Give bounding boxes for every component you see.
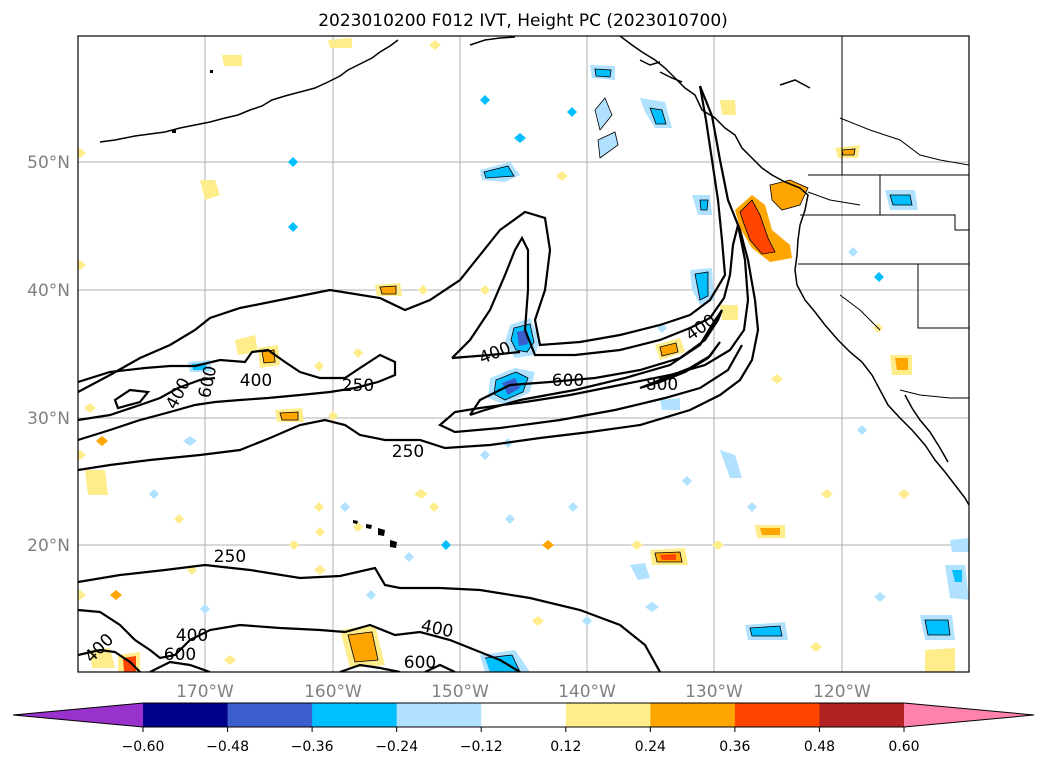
colorbar-tick-label: −0.24 [375, 739, 418, 755]
contour-label: 600 [404, 653, 436, 673]
contour-label: 600 [552, 371, 584, 391]
colorbar-segment [143, 703, 229, 727]
colorbar-segment [481, 703, 567, 727]
latitude-labels: 50°N 40°N 30°N 20°N [27, 153, 70, 556]
colorbar-extend-high [904, 703, 1034, 727]
contour-label: 600 [164, 645, 196, 665]
lon-label-170w: 170°W [176, 682, 234, 702]
contour-label: 800 [646, 375, 678, 395]
colorbar-tick-label: −0.12 [460, 739, 503, 755]
map-content: 400 600 400 250 400 600 400 800 250 250 … [78, 36, 969, 673]
colorbar-tick-label: −0.60 [122, 739, 165, 755]
gridlines [78, 36, 969, 672]
colorbar-segment [650, 703, 736, 727]
colorbar-segment [565, 703, 651, 727]
colorbar-tick-label: 0.48 [804, 739, 835, 755]
contour-label: 400 [240, 371, 272, 391]
contour-label: 250 [214, 547, 246, 567]
lat-label-30n: 30°N [27, 409, 70, 429]
lon-label-150w: 150°W [431, 682, 489, 702]
lon-label-130w: 130°W [685, 682, 743, 702]
lon-label-140w: 140°W [558, 682, 616, 702]
colorbar-tick-label: 0.24 [635, 739, 666, 755]
lat-label-50n: 50°N [27, 153, 70, 173]
lon-label-120w: 120°W [813, 682, 871, 702]
colorbar-tick-label: −0.48 [206, 739, 249, 755]
lat-label-40n: 40°N [27, 281, 70, 301]
plot-frame [77, 35, 970, 673]
colorbar-tick-label: 0.36 [719, 739, 750, 755]
lon-label-160w: 160°W [304, 682, 362, 702]
colorbar: −0.60 −0.48 −0.36 −0.24 −0.12 0.12 0.24 0.36 0.4… [12, 702, 1035, 755]
colorbar-segment [312, 703, 398, 727]
longitude-labels: 170°W 160°W 150°W 140°W 130°W 120°W [176, 682, 871, 702]
colorbar-tick-label: 0.12 [550, 739, 581, 755]
political-borders [798, 36, 969, 399]
colorbar-segment [819, 703, 905, 727]
colorbar-segment [396, 703, 482, 727]
coastlines [99, 36, 969, 506]
ivt-shading [78, 38, 969, 672]
islands [172, 70, 397, 548]
height-contours [78, 85, 760, 672]
contour-label: 250 [342, 376, 374, 396]
contour-label: 400 [176, 626, 208, 646]
colorbar-segment [734, 703, 820, 727]
colorbar-extend-low [13, 703, 143, 727]
colorbar-segment [227, 703, 313, 727]
map-title: 2023010200 F012 IVT, Height PC (20230107… [318, 11, 728, 31]
colorbar-tick-label: −0.36 [291, 739, 334, 755]
colorbar-tick-label: 0.60 [888, 739, 919, 755]
contour-label: 250 [392, 442, 424, 462]
lat-label-20n: 20°N [27, 536, 70, 556]
